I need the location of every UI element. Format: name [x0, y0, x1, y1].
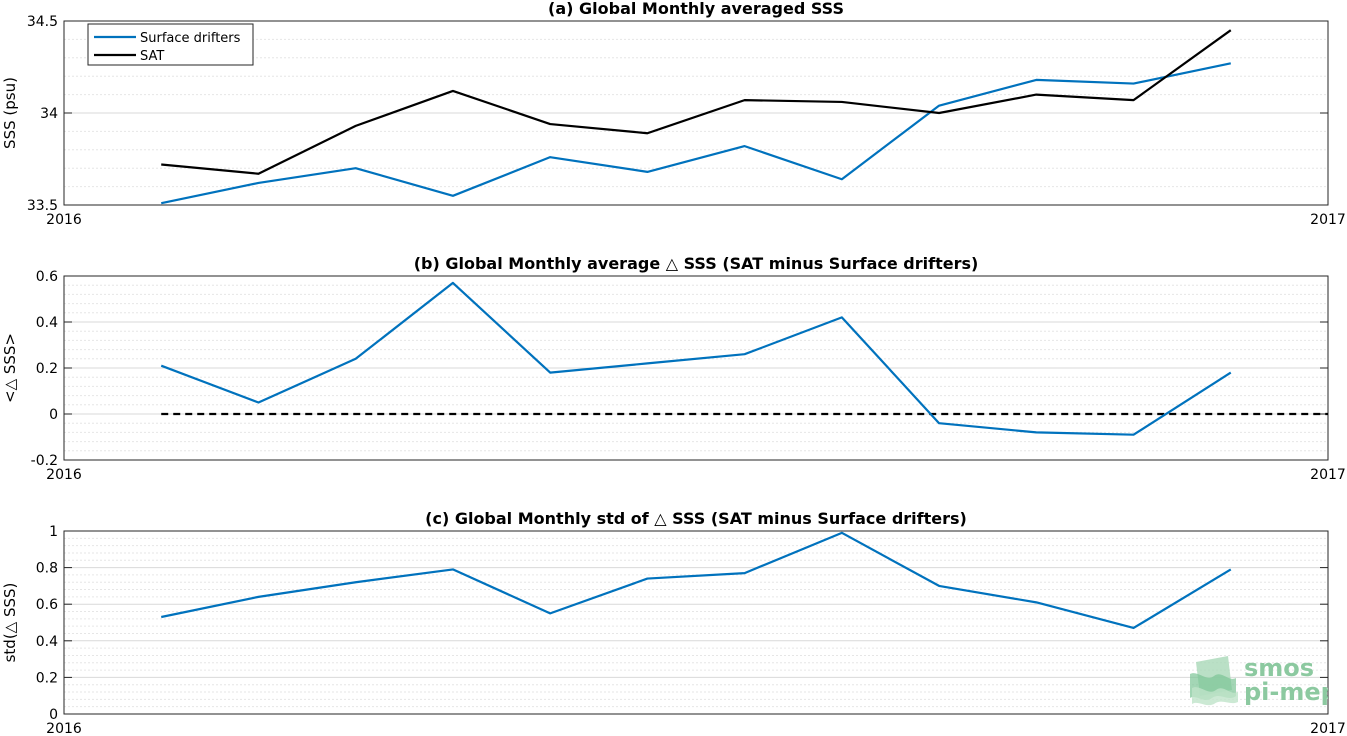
- legend-label: Surface drifters: [140, 31, 241, 46]
- y-axis-label: SSS (psu): [1, 77, 19, 149]
- watermark-logo: smos pi-mep: [1188, 652, 1328, 708]
- series-line-delta-1: [160, 281, 1232, 436]
- y-tick-label: -0.2: [31, 453, 58, 469]
- axes-box: [63, 275, 1329, 461]
- y-axis-label: std(△ SSS): [1, 583, 19, 663]
- logo-text-smos: smos: [1244, 654, 1314, 682]
- legend-box: [87, 23, 254, 66]
- logo-text-pimep: pi-mep: [1244, 678, 1328, 706]
- axes-box: [63, 20, 1329, 206]
- y-tick-label: 0.8: [36, 561, 58, 577]
- legend-label: SAT: [140, 49, 164, 64]
- x-tick-label: 2016: [46, 212, 82, 228]
- y-tick-label: 0.4: [36, 634, 58, 650]
- y-tick-label: 0.6: [36, 597, 58, 613]
- chart-title: (b) Global Monthly average △ SSS (SAT mi…: [414, 254, 979, 273]
- series-line-sat: [161, 29, 1232, 175]
- x-tick-label: 2016: [46, 721, 82, 736]
- y-tick-label: 34.5: [27, 14, 58, 30]
- x-tick-label: 2017: [1310, 467, 1346, 483]
- x-tick-label: 2017: [1310, 721, 1346, 736]
- logo-graphic: smos pi-mep: [1190, 654, 1328, 706]
- x-tick-label: 2016: [46, 467, 82, 483]
- axes-box: [63, 530, 1329, 715]
- y-axis-label: <△ SSS>: [1, 333, 19, 403]
- y-tick-label: 33.5: [27, 198, 58, 214]
- x-tick-label: 2017: [1310, 212, 1346, 228]
- series-line-surface-drifters: [161, 62, 1231, 205]
- y-tick-label: 0.2: [36, 670, 58, 686]
- chart-title: (c) Global Monthly std of △ SSS (SAT min…: [425, 509, 967, 528]
- y-tick-label: 0: [49, 407, 58, 423]
- y-tick-label: 0: [49, 707, 58, 723]
- y-tick-label: 0.4: [36, 315, 58, 331]
- chart-title: (a) Global Monthly averaged SSS: [548, 0, 844, 18]
- series-line-delta-2: [161, 531, 1232, 630]
- y-tick-label: 0.6: [36, 269, 58, 285]
- y-tick-label: 1: [49, 524, 58, 540]
- y-tick-label: 34: [40, 106, 58, 122]
- y-tick-label: 0.2: [36, 361, 58, 377]
